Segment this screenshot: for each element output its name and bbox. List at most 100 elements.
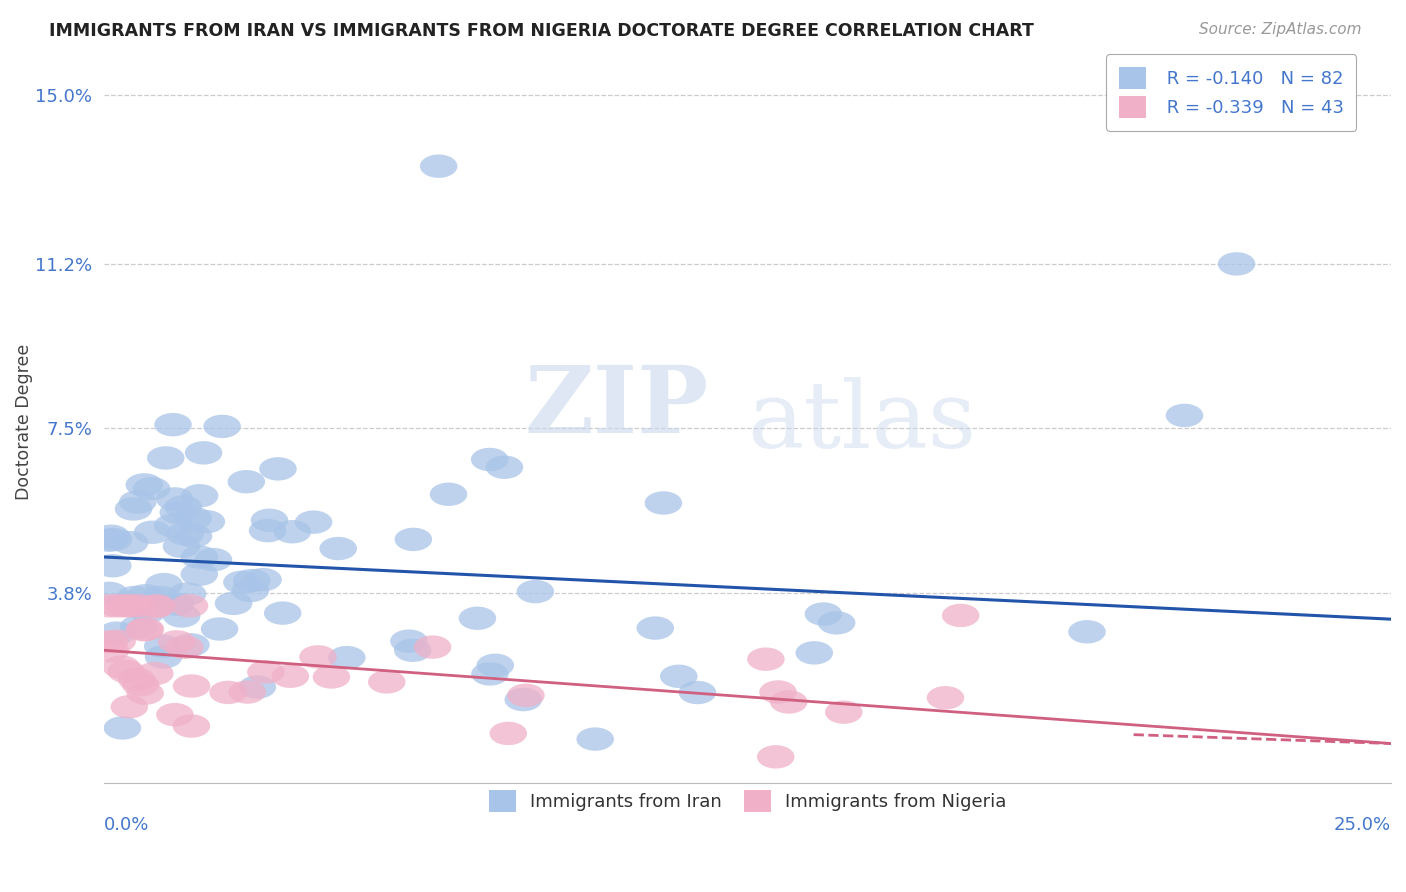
Text: 0.0%: 0.0% [104,816,149,834]
Ellipse shape [274,520,311,543]
Ellipse shape [747,648,785,671]
Ellipse shape [143,634,181,658]
Ellipse shape [145,573,183,597]
Ellipse shape [299,645,337,669]
Ellipse shape [174,524,212,548]
Ellipse shape [98,594,136,617]
Ellipse shape [104,716,141,739]
Text: ZIP: ZIP [524,362,709,452]
Ellipse shape [233,569,270,592]
Ellipse shape [759,681,797,704]
Ellipse shape [413,635,451,659]
Ellipse shape [232,579,269,602]
Ellipse shape [942,604,980,627]
Ellipse shape [172,633,209,657]
Ellipse shape [118,667,156,691]
Text: Source: ZipAtlas.com: Source: ZipAtlas.com [1198,22,1361,37]
Ellipse shape [825,700,862,724]
Ellipse shape [395,528,432,551]
Ellipse shape [156,487,194,510]
Ellipse shape [173,674,211,698]
Ellipse shape [420,154,457,178]
Ellipse shape [98,622,135,645]
Ellipse shape [112,594,149,617]
Ellipse shape [471,662,509,686]
Ellipse shape [250,508,288,532]
Ellipse shape [174,507,212,530]
Ellipse shape [148,446,184,470]
Ellipse shape [170,594,208,617]
Ellipse shape [132,477,170,500]
Ellipse shape [224,571,260,594]
Ellipse shape [157,592,194,615]
Ellipse shape [117,586,153,609]
Ellipse shape [394,639,432,662]
Ellipse shape [153,514,191,537]
Ellipse shape [679,681,716,704]
Ellipse shape [368,670,405,694]
Ellipse shape [163,534,200,558]
Ellipse shape [111,531,149,554]
Ellipse shape [1069,620,1105,643]
Ellipse shape [229,681,266,704]
Ellipse shape [485,456,523,479]
Ellipse shape [159,500,197,524]
Text: IMMIGRANTS FROM IRAN VS IMMIGRANTS FROM NIGERIA DOCTORATE DEGREE CORRELATION CHA: IMMIGRANTS FROM IRAN VS IMMIGRANTS FROM … [49,22,1033,40]
Ellipse shape [115,497,152,521]
Ellipse shape [319,537,357,560]
Ellipse shape [516,580,554,603]
Ellipse shape [458,607,496,630]
Ellipse shape [187,510,225,533]
Ellipse shape [94,554,132,577]
Ellipse shape [505,688,543,711]
Ellipse shape [111,695,148,719]
Ellipse shape [194,548,232,571]
Ellipse shape [644,491,682,515]
Ellipse shape [389,630,427,653]
Ellipse shape [138,594,176,617]
Ellipse shape [105,594,143,617]
Ellipse shape [430,483,467,506]
Ellipse shape [163,604,201,628]
Ellipse shape [127,681,165,705]
Ellipse shape [209,681,247,704]
Text: 25.0%: 25.0% [1334,816,1391,834]
Ellipse shape [136,595,174,618]
Ellipse shape [637,616,673,640]
Ellipse shape [91,639,129,663]
Ellipse shape [804,602,842,625]
Ellipse shape [122,673,159,697]
Ellipse shape [166,636,204,659]
Ellipse shape [108,660,145,683]
Ellipse shape [127,617,165,640]
Ellipse shape [1218,252,1256,276]
Ellipse shape [98,630,136,653]
Ellipse shape [94,528,132,551]
Ellipse shape [576,727,614,751]
Ellipse shape [180,563,218,586]
Ellipse shape [271,665,309,688]
Ellipse shape [245,568,281,591]
Ellipse shape [247,660,284,683]
Ellipse shape [127,584,165,607]
Ellipse shape [90,582,128,605]
Ellipse shape [508,683,544,707]
Ellipse shape [259,457,297,481]
Ellipse shape [181,484,218,508]
Ellipse shape [165,495,202,519]
Ellipse shape [93,524,129,548]
Ellipse shape [134,521,172,544]
Ellipse shape [120,491,156,514]
Ellipse shape [249,519,287,542]
Ellipse shape [489,722,527,745]
Ellipse shape [120,615,157,639]
Ellipse shape [125,618,163,641]
Ellipse shape [239,675,276,698]
Ellipse shape [136,662,173,685]
Ellipse shape [155,413,191,436]
Ellipse shape [818,611,855,634]
Ellipse shape [471,448,509,471]
Text: atlas: atlas [748,376,977,467]
Ellipse shape [166,522,204,546]
Ellipse shape [927,686,965,709]
